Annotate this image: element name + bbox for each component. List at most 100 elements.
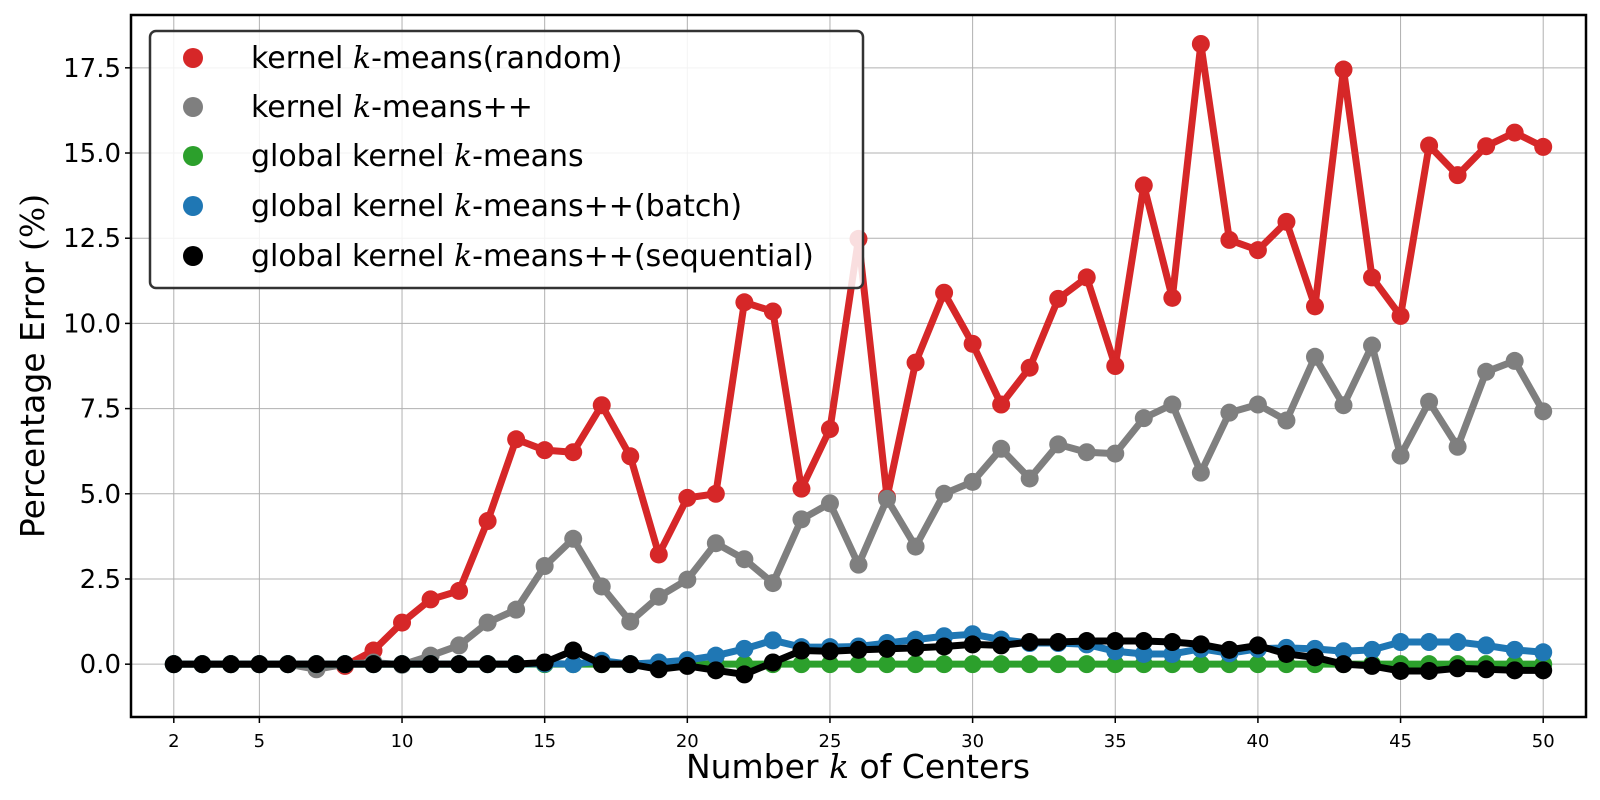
legend-marker — [183, 246, 203, 266]
y-tick-label: 5.0 — [80, 480, 121, 510]
data-point — [564, 443, 583, 462]
data-point — [1020, 469, 1039, 488]
data-point — [1420, 661, 1439, 680]
data-point — [535, 653, 554, 672]
legend-label: global kernel k-means++(batch) — [251, 189, 742, 224]
data-point — [678, 570, 697, 589]
data-point — [1248, 636, 1267, 655]
data-point — [878, 489, 897, 508]
data-point — [906, 638, 925, 657]
data-point — [1277, 212, 1296, 231]
data-point — [763, 653, 782, 672]
data-point — [792, 641, 811, 660]
data-point — [1391, 633, 1410, 652]
data-point — [678, 488, 697, 507]
data-point — [1534, 643, 1553, 662]
data-point — [1505, 640, 1524, 659]
data-point — [1134, 644, 1153, 663]
data-point — [307, 655, 326, 674]
data-point — [906, 537, 925, 556]
legend-label: global kernel k-means++(sequential) — [251, 239, 814, 274]
data-point — [1163, 633, 1182, 652]
y-tick-label: 17.5 — [63, 54, 121, 84]
data-point — [935, 283, 954, 302]
data-point — [335, 655, 354, 674]
y-tick-label: 7.5 — [80, 395, 121, 425]
legend-entry: global kernel k-means++(sequential) — [183, 239, 814, 274]
data-point — [1163, 288, 1182, 307]
data-point — [1077, 443, 1096, 462]
data-point — [1106, 655, 1125, 674]
data-point — [992, 439, 1011, 458]
legend-entry: global kernel k-means++(batch) — [183, 189, 742, 224]
data-point — [1163, 395, 1182, 414]
x-tick-label: 30 — [961, 731, 984, 752]
data-point — [820, 420, 839, 439]
data-point — [535, 441, 554, 460]
legend-entries: kernel k-means(random) kernel k-means++ gl… — [183, 41, 814, 274]
legend-box — [148, 29, 865, 290]
x-tick-label: 45 — [1389, 731, 1412, 752]
x-tick-label: 20 — [676, 731, 699, 752]
data-point — [906, 353, 925, 372]
y-axis-label-prefix: Percentage Error — [13, 251, 52, 538]
data-point — [592, 577, 611, 596]
y-axis-ticks: 0.0 2.5 5.0 7.5 10.0 12.5 15.0 17.5 — [63, 54, 131, 680]
data-point — [564, 655, 583, 674]
data-point — [1363, 640, 1382, 659]
series-1 — [164, 336, 1553, 679]
data-point — [1248, 241, 1267, 260]
data-point — [1248, 655, 1267, 674]
data-point — [621, 612, 640, 631]
data-point — [1106, 357, 1125, 375]
data-point — [1020, 633, 1039, 652]
data-point — [1220, 403, 1239, 422]
data-point — [1106, 632, 1125, 651]
data-point — [1534, 137, 1553, 156]
data-point — [1363, 336, 1382, 355]
data-point — [535, 557, 554, 576]
data-point — [1305, 297, 1324, 316]
data-point — [1477, 362, 1496, 381]
data-point — [1220, 230, 1239, 249]
data-point — [963, 655, 982, 674]
data-point — [792, 510, 811, 529]
data-point — [649, 660, 668, 679]
data-point — [1420, 392, 1439, 411]
data-point — [221, 655, 240, 674]
data-point — [1420, 633, 1439, 652]
legend-marker — [183, 196, 203, 216]
data-point — [1391, 661, 1410, 680]
data-point — [250, 655, 269, 674]
data-point — [1049, 435, 1068, 454]
data-point — [1334, 655, 1353, 674]
y-axis-label: Percentage Error (%) — [13, 194, 52, 538]
x-axis-ticks: 2 5 10 15 20 25 30 35 40 45 50 — [168, 717, 1555, 752]
data-point — [1248, 395, 1267, 414]
legend-label: global kernel k-means — [251, 139, 584, 174]
data-point — [1334, 60, 1353, 79]
data-point — [1191, 635, 1210, 654]
legend-entry: kernel k-means(random) — [183, 41, 622, 76]
data-point — [763, 302, 782, 321]
x-tick-label: 15 — [533, 731, 556, 752]
data-point — [849, 640, 868, 659]
data-point — [820, 642, 839, 661]
plot-frame — [129, 13, 1588, 719]
data-point — [507, 600, 526, 619]
data-point — [1505, 123, 1524, 142]
x-axis-label-k: k — [829, 747, 849, 786]
data-point — [735, 665, 754, 684]
data-point — [564, 529, 583, 548]
data-point — [1477, 660, 1496, 679]
data-point — [735, 293, 754, 312]
data-point — [1020, 358, 1039, 377]
data-point — [935, 637, 954, 656]
data-point — [1391, 306, 1410, 325]
data-point — [1420, 136, 1439, 155]
data-point — [364, 655, 383, 674]
data-point — [621, 655, 640, 674]
legend-label: kernel k-means(random) — [251, 41, 622, 76]
data-point — [450, 655, 469, 674]
data-point — [592, 396, 611, 415]
